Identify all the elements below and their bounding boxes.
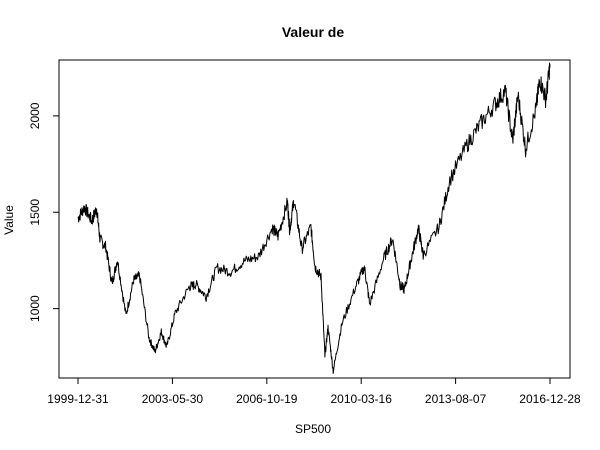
y-axis: 1000 1500 2000 [28, 102, 60, 322]
x-tick-label: 1999-12-31 [47, 392, 109, 406]
x-tick-label: 2013-08-07 [425, 392, 487, 406]
y-axis-label: Value [2, 205, 16, 235]
y-tick-label: 1000 [28, 295, 42, 322]
series-layer [77, 62, 551, 374]
chart-title: Valeur de [282, 24, 344, 40]
series-line [77, 62, 551, 374]
x-tick-label: 2010-03-16 [331, 392, 393, 406]
x-axis-label: SP500 [295, 422, 331, 436]
x-tick-label: 2003-05-30 [142, 392, 204, 406]
x-axis: 1999-12-31 2003-05-30 2006-10-19 2010-03-16… [47, 377, 581, 406]
x-tick-label: 2016-12-28 [519, 392, 581, 406]
x-tick-label: 2006-10-19 [236, 392, 298, 406]
y-tick-label: 2000 [28, 102, 42, 129]
y-tick-label: 1500 [28, 199, 42, 226]
